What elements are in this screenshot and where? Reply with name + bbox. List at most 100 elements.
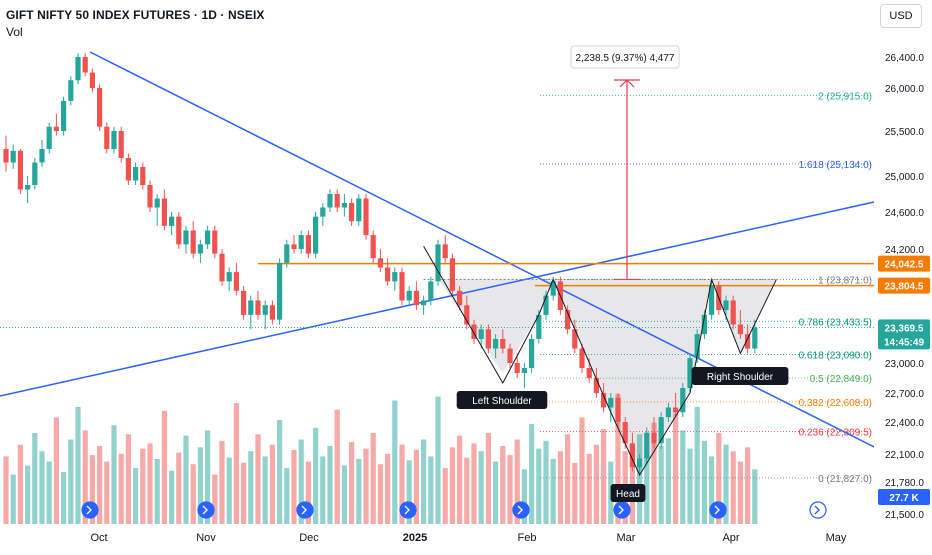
candle-body [46, 126, 52, 149]
event-marker-icon[interactable] [296, 501, 314, 519]
candle-body [543, 295, 549, 315]
volume-bar [61, 472, 67, 524]
candle-body [421, 300, 427, 306]
candle-body [205, 230, 211, 245]
volume-bar [25, 465, 31, 524]
candle-body [154, 198, 160, 208]
volume-bar [190, 464, 196, 524]
candle-body [248, 300, 254, 315]
candle-body [464, 305, 470, 325]
candle-body [752, 327, 758, 349]
candle-body [349, 203, 355, 222]
fib-label: 1 (23,871.0) [818, 275, 872, 286]
price-tick: 23,000.0 [885, 359, 924, 370]
volume-bar [176, 452, 182, 524]
fib-label: 0.618 (23,090.0) [799, 350, 872, 361]
candle-body [219, 253, 225, 282]
event-marker-icon[interactable] [809, 501, 827, 519]
pattern-label-box [610, 484, 646, 502]
volume-bar [233, 403, 239, 524]
measure-label-box [570, 45, 680, 69]
candle-body [169, 216, 175, 226]
volume-bar [586, 453, 592, 524]
volume-bar [694, 407, 700, 524]
candle-body [536, 314, 542, 339]
time-tick: Oct [90, 532, 107, 544]
arrow-icon [404, 505, 410, 515]
event-marker-icon[interactable] [709, 501, 727, 519]
arrow-icon [618, 505, 624, 515]
candle-body [313, 216, 319, 254]
volume-bar [183, 435, 189, 524]
volume-bar [752, 469, 758, 524]
volume-bar [248, 451, 254, 524]
candle-body [435, 244, 441, 282]
volume-bar [370, 433, 376, 524]
volume-bar [32, 433, 38, 524]
arrow-icon [202, 505, 208, 515]
event-marker-circle [613, 501, 631, 519]
event-marker-circle [512, 501, 530, 519]
candle-body [183, 230, 189, 245]
volume-bar [421, 439, 427, 524]
measure-label: 2,238.5 (9.37%) 4,477 [576, 53, 675, 64]
fib-label: 2 (25,915.0) [818, 91, 872, 102]
event-marker-icon[interactable] [512, 501, 530, 519]
volume-bar [709, 456, 715, 524]
volume-bar [147, 443, 153, 524]
volume-bar [10, 474, 16, 524]
event-marker-circle [296, 501, 314, 519]
arrow-icon [814, 505, 820, 515]
candle-body [97, 88, 103, 127]
event-markers [81, 501, 827, 519]
event-marker-icon[interactable] [399, 501, 417, 519]
volume-bar [406, 460, 412, 524]
volume-bar [97, 446, 103, 524]
candle-body [680, 388, 686, 413]
candle-body [212, 230, 218, 254]
event-marker-icon[interactable] [197, 501, 215, 519]
price-badge [878, 255, 930, 272]
volume-bar [284, 468, 290, 524]
event-marker-icon[interactable] [81, 501, 99, 519]
event-marker-circle [399, 501, 417, 519]
volume-indicator-label[interactable]: Vol [6, 25, 23, 39]
event-marker-circle [709, 501, 727, 519]
pattern-labels: Left Shoulder Head Right Shoulder [456, 367, 789, 502]
volume-bar [507, 455, 513, 524]
candle-body [39, 149, 45, 163]
candle-body [75, 57, 81, 81]
candle-body [629, 443, 635, 468]
time-tick: Feb [518, 532, 537, 544]
price-badge-label: 23,369.5 [885, 323, 924, 334]
candle-body [507, 348, 513, 363]
volume-bar [521, 469, 527, 524]
candle-body [550, 281, 556, 296]
price-tick: 26,000.0 [885, 84, 924, 95]
symbol-title[interactable]: GIFT NIFTY 50 INDEX FUTURES · 1D · NSEIX [6, 8, 265, 22]
volume-bar [579, 417, 585, 524]
candle-body [399, 272, 405, 301]
volume-bar [327, 446, 333, 524]
candle-body [298, 235, 304, 249]
currency-button[interactable]: USD [880, 4, 922, 28]
volume-bar [277, 420, 283, 524]
candle-body [442, 244, 448, 259]
candle-body [370, 235, 376, 259]
candle-body [17, 150, 23, 190]
volume-bar [212, 474, 218, 524]
candle-body [104, 126, 110, 149]
volume-bar [730, 451, 736, 524]
volume-bar [53, 417, 59, 524]
volume-bar [399, 444, 405, 524]
pattern-label: Left Shoulder [472, 396, 532, 407]
volume-bar [140, 448, 146, 524]
event-marker-icon[interactable] [613, 501, 631, 519]
volume-bar [197, 447, 203, 524]
candle-body [262, 305, 268, 315]
pattern-label-box [691, 367, 789, 385]
price-badge-label: 27.7 K [889, 493, 919, 504]
candle-body [579, 348, 585, 368]
